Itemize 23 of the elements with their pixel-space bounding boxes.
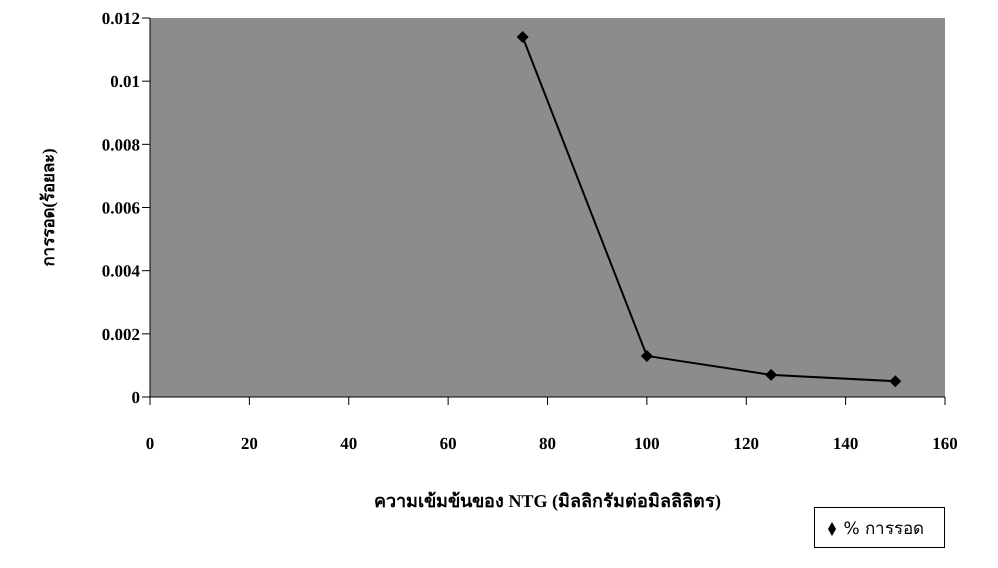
point bbox=[640, 350, 653, 362]
x-tick-label: 80 bbox=[539, 434, 556, 454]
y-tick-label: 0.002 bbox=[102, 324, 140, 344]
point bbox=[765, 368, 778, 381]
point bbox=[889, 375, 902, 388]
x-tick-label: 120 bbox=[734, 434, 759, 454]
x-tick-label: 0 bbox=[146, 434, 154, 454]
y-tick-label: 0.006 bbox=[102, 198, 140, 218]
legend-label: % การรอด bbox=[843, 519, 924, 539]
x-axis-title: ความเข้มข้นของ NTG (มิลลิกรัมต่อมิลลิลิตร) bbox=[374, 491, 721, 511]
x-tick-label: 60 bbox=[440, 434, 457, 454]
y-tick-label: 0 bbox=[132, 388, 140, 408]
y-tick-label: 0.01 bbox=[110, 72, 140, 92]
y-tick-label: 0.012 bbox=[102, 9, 140, 28]
y-tick-label: 0.004 bbox=[102, 262, 140, 281]
x-tick-label: 140 bbox=[832, 434, 858, 454]
x-tick-label: 160 bbox=[932, 434, 958, 454]
x-tick-label: 40 bbox=[340, 434, 358, 454]
point bbox=[516, 30, 529, 43]
x-tick-label: 100 bbox=[634, 434, 660, 454]
y-axis-title: การรอด(ร้อยละ) bbox=[39, 148, 58, 267]
y-tick-label: 0.008 bbox=[102, 135, 140, 154]
x-tick-label: 20 bbox=[240, 434, 258, 454]
